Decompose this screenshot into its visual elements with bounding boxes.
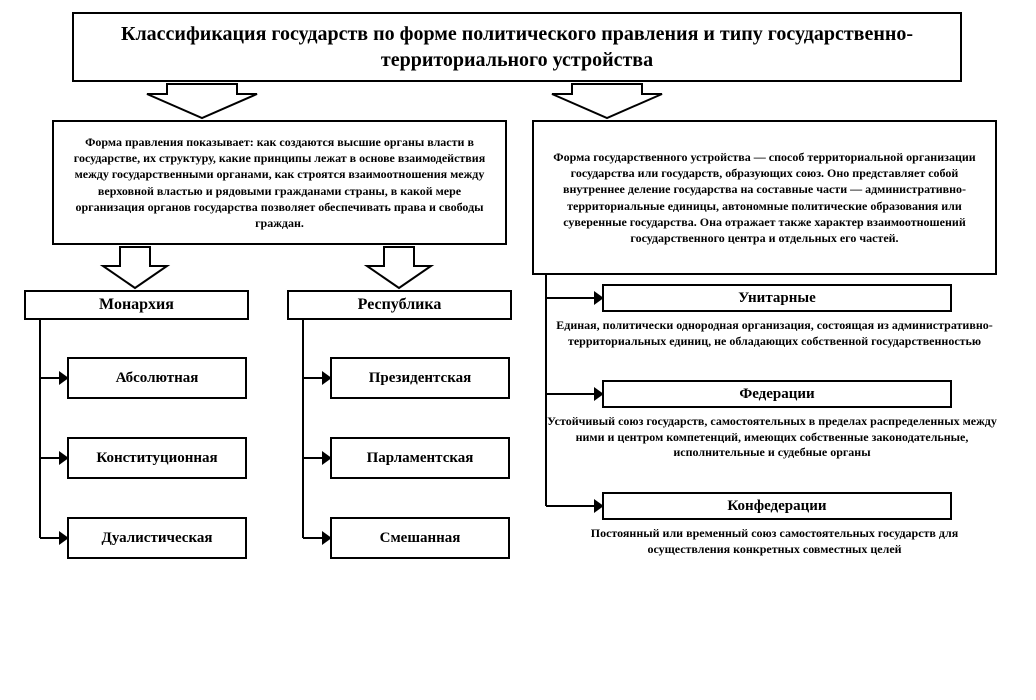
title-text: Классификация государств по форме полити… (84, 21, 950, 73)
type-1-box: Федерации (602, 380, 952, 408)
republic-item-1-label: Парламентская (367, 450, 474, 467)
right-connectors (546, 275, 602, 511)
title-to-right-arrow (552, 84, 662, 118)
title-box: Классификация государств по форме полити… (72, 12, 962, 82)
type-2-desc-text: Постоянный или временный союз самостояте… (591, 526, 958, 556)
left-description: Форма правления показывает: как создаютс… (52, 120, 507, 245)
monarchy-label: Монархия (99, 296, 174, 314)
type-2-box: Конфедерации (602, 492, 952, 520)
republic-item-2: Смешанная (330, 517, 510, 559)
type-0-label: Унитарные (738, 290, 815, 307)
type-2-label: Конфедерации (727, 498, 826, 515)
republic-label: Республика (358, 296, 442, 314)
type-2-desc: Постоянный или временный союз самостояте… (557, 526, 992, 557)
monarchy-item-2-label: Дуалистическая (102, 530, 213, 547)
classification-diagram: Классификация государств по форме полити… (12, 12, 1024, 688)
republic-item-1: Парламентская (330, 437, 510, 479)
monarchy-item-2: Дуалистическая (67, 517, 247, 559)
republic-item-0: Президентская (330, 357, 510, 399)
republic-connectors (303, 320, 330, 543)
monarchy-item-1-label: Конституционная (96, 450, 217, 467)
republic-box: Республика (287, 290, 512, 320)
right-desc-text: Форма государственного устройства — спос… (544, 149, 985, 246)
left-to-monarchy-arrow (103, 247, 167, 288)
monarchy-item-0-label: Абсолютная (116, 370, 199, 387)
monarchy-item-1: Конституционная (67, 437, 247, 479)
right-description: Форма государственного устройства — спос… (532, 120, 997, 275)
left-desc-text: Форма правления показывает: как создаютс… (64, 134, 495, 231)
connectors (12, 12, 1024, 688)
republic-item-0-label: Президентская (369, 370, 471, 387)
type-0-box: Унитарные (602, 284, 952, 312)
republic-item-2-label: Смешанная (380, 530, 461, 547)
monarchy-box: Монархия (24, 290, 249, 320)
type-1-desc: Устойчивый союз государств, самостоятель… (542, 414, 1002, 461)
monarchy-connectors (40, 320, 67, 543)
type-0-desc-text: Единая, политически однородная организац… (556, 318, 992, 348)
type-1-desc-text: Устойчивый союз государств, самостоятель… (547, 414, 997, 459)
type-0-desc: Единая, политически однородная организац… (552, 318, 997, 349)
type-1-label: Федерации (739, 386, 814, 403)
left-to-republic-arrow (367, 247, 431, 288)
monarchy-item-0: Абсолютная (67, 357, 247, 399)
title-to-left-arrow (147, 84, 257, 118)
